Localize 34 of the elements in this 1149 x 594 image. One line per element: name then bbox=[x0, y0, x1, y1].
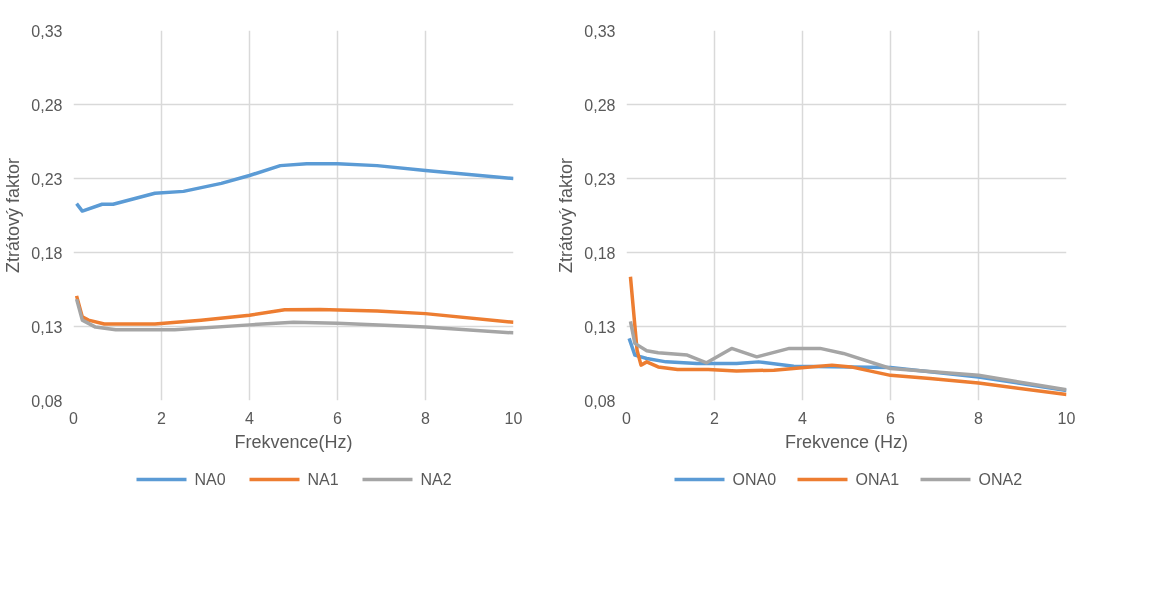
y-tick-label: 0,08 bbox=[584, 392, 616, 410]
y-tick-label: 0,13 bbox=[31, 318, 63, 336]
y-tick-label: 0,13 bbox=[584, 318, 616, 336]
x-axis-title: Frekvence(Hz) bbox=[234, 431, 353, 452]
y-tick-label: 0,18 bbox=[31, 244, 63, 262]
y-tick-label: 0,08 bbox=[31, 392, 63, 410]
x-tick-label: 2 bbox=[157, 409, 167, 427]
y-tick-label: 0,18 bbox=[584, 244, 616, 262]
x-tick-label: 10 bbox=[504, 409, 523, 427]
x-tick-label: 0 bbox=[69, 409, 79, 427]
y-tick-label: 0,33 bbox=[31, 22, 63, 40]
x-tick-label: 0 bbox=[622, 409, 632, 427]
y-tick-label: 0,23 bbox=[584, 170, 616, 188]
x-tick-label: 4 bbox=[245, 409, 255, 427]
x-tick-label: 6 bbox=[333, 409, 343, 427]
x-tick-label: 10 bbox=[1057, 409, 1076, 427]
y-tick-label: 0,23 bbox=[31, 170, 63, 188]
y-axis-title: Ztrátový faktor bbox=[556, 157, 577, 274]
legend-label: ONA1 bbox=[855, 471, 900, 488]
y-tick-label: 0,33 bbox=[584, 22, 616, 40]
x-tick-label: 6 bbox=[886, 409, 896, 427]
y-axis-title: Ztrátový faktor bbox=[3, 157, 24, 274]
y-tick-label: 0,28 bbox=[584, 96, 616, 114]
legend-label: ONA0 bbox=[732, 471, 777, 488]
x-tick-label: 4 bbox=[798, 409, 808, 427]
legend-label: NA0 bbox=[194, 471, 226, 488]
x-axis-title: Frekvence (Hz) bbox=[784, 431, 909, 452]
y-tick-label: 0,28 bbox=[31, 96, 63, 114]
x-tick-label: 8 bbox=[974, 409, 984, 427]
x-tick-label: 8 bbox=[421, 409, 431, 427]
x-tick-label: 2 bbox=[710, 409, 720, 427]
legend-label: NA1 bbox=[307, 471, 339, 488]
legend-label: ONA2 bbox=[978, 471, 1023, 488]
legend-label: NA2 bbox=[420, 471, 452, 488]
